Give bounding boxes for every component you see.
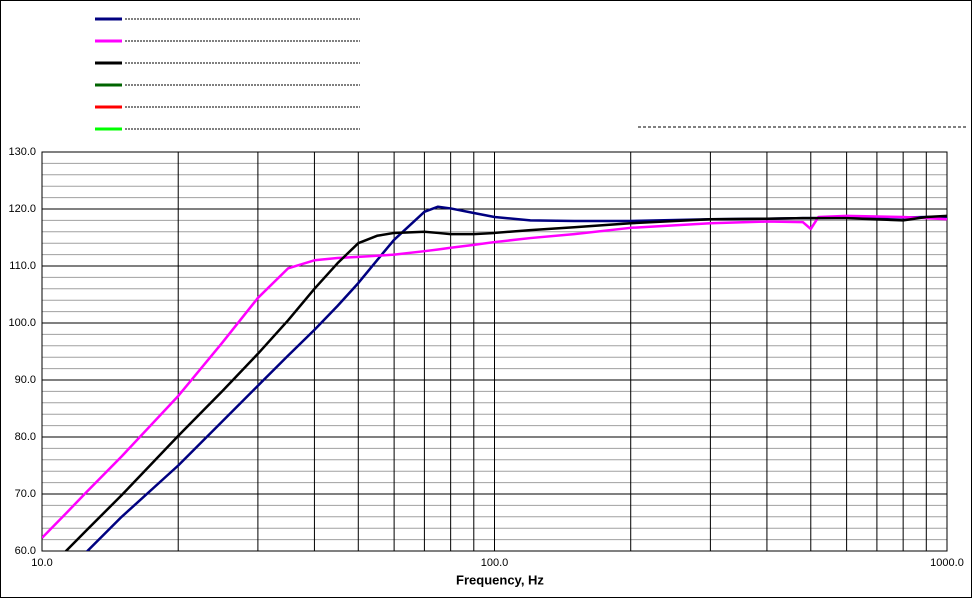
y-tick-label: 130.0: [8, 146, 36, 158]
x-tick-label: 10.0: [31, 557, 52, 569]
y-tick-label: 100.0: [8, 317, 36, 329]
series-group: [42, 205, 947, 551]
plot-border: [41, 151, 948, 552]
y-tick-label: 80.0: [15, 431, 36, 443]
y-tick-label: 70.0: [15, 488, 36, 500]
series-line: [42, 214, 947, 539]
series-line: [64, 214, 947, 551]
x-tick-label: 100.0: [481, 557, 509, 569]
y-tick-label: 110.0: [9, 260, 36, 272]
x-axis-title: Frequency, Hz: [456, 572, 544, 587]
x-tick-label: 1000.0: [930, 557, 964, 569]
y-tick-label: 90.0: [15, 374, 36, 386]
y-tick-label: 60.0: [15, 545, 36, 557]
y-tick-label: 120.0: [8, 203, 36, 215]
